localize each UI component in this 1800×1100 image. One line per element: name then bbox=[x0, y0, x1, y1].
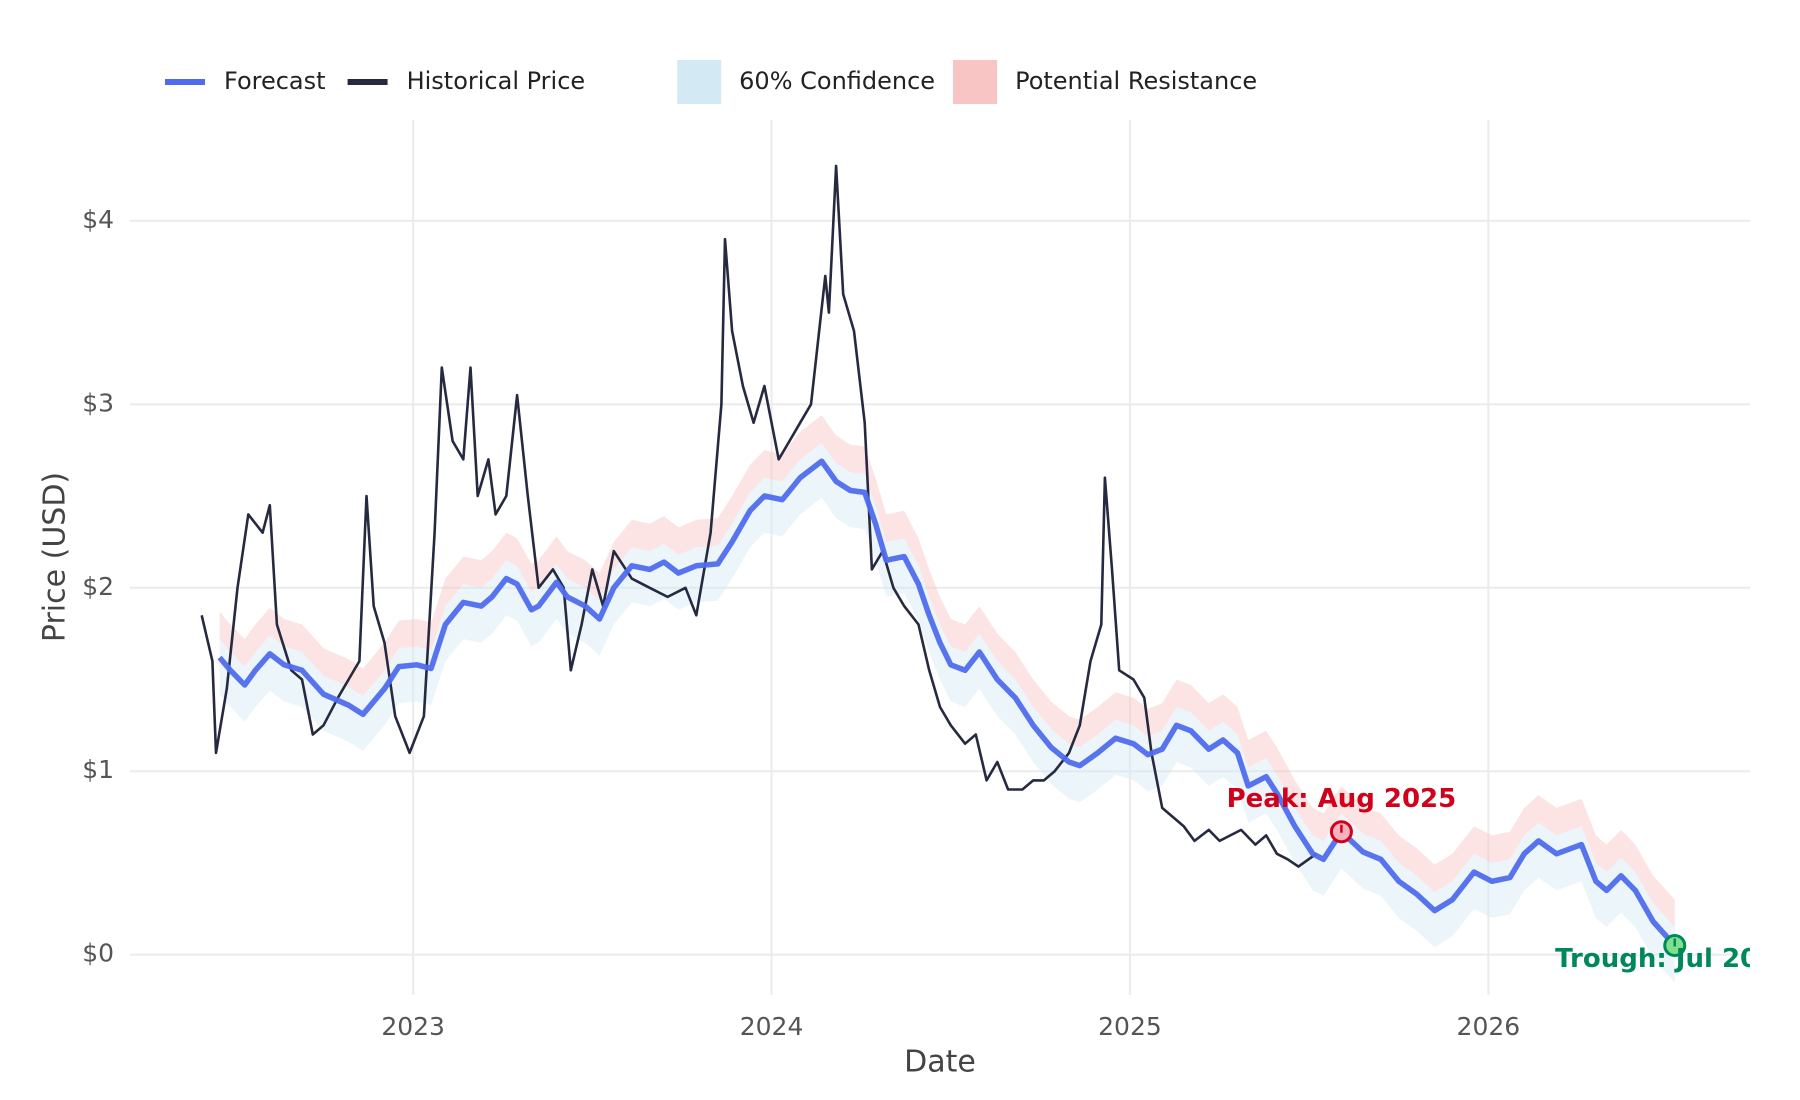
y-tick-label: $0 bbox=[82, 939, 114, 968]
y-axis-label: Price (USD) bbox=[38, 472, 73, 642]
y-tick-label: $2 bbox=[82, 572, 114, 601]
x-tick-label: 2023 bbox=[381, 1012, 445, 1041]
x-axis-label: Date bbox=[904, 1045, 976, 1080]
y-tick-label: $4 bbox=[82, 205, 114, 234]
annotation-label: Trough: Jul 2026 bbox=[1555, 944, 1794, 974]
x-tick-label: 2025 bbox=[1098, 1012, 1162, 1041]
y-tick-label: $3 bbox=[82, 388, 114, 417]
legend-label: Potential Resistance bbox=[1015, 67, 1257, 95]
line-series bbox=[217, 458, 1677, 948]
legend-label: Forecast bbox=[224, 67, 326, 95]
plot-area: Peak: Aug 2025 Trough: Jul 2026 bbox=[200, 164, 1794, 983]
legend-label: 60% Confidence bbox=[739, 67, 935, 95]
band-area bbox=[219, 442, 1675, 983]
x-tick-label: 2024 bbox=[740, 1012, 804, 1041]
legend-label: Historical Price bbox=[407, 67, 586, 95]
legend-swatch bbox=[677, 60, 722, 104]
annotation-label: Peak: Aug 2025 bbox=[1227, 784, 1457, 814]
y-tick-label: $1 bbox=[82, 755, 114, 784]
line-series bbox=[200, 164, 1318, 868]
x-tick-label: 2026 bbox=[1457, 1012, 1521, 1041]
legend-swatch bbox=[953, 60, 998, 104]
